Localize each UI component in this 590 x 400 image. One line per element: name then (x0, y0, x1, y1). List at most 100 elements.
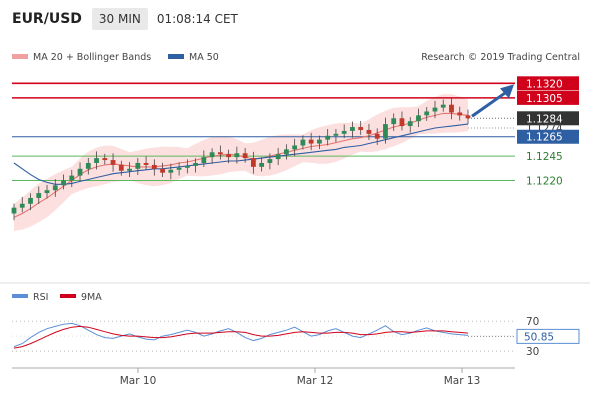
level-lines (12, 82, 515, 181)
ma20-legend-label: MA 20 + Bollinger Bands (33, 52, 151, 63)
rsi-ma-legend-label: 9MA (81, 292, 102, 303)
level-label-bg-1.1265 (517, 129, 579, 144)
candle-body (259, 162, 265, 167)
candle-body (292, 145, 298, 150)
candle-body (440, 104, 446, 108)
candle-body (317, 139, 322, 144)
candle-body (193, 162, 198, 166)
level-label-1.1284: 1.1284 (526, 113, 563, 125)
candle-body (143, 162, 149, 165)
candle-body (52, 185, 58, 191)
timeframe-badge[interactable]: 30 MIN (91, 8, 148, 30)
level-label-bg-1.1320 (517, 76, 579, 91)
candle-body (110, 160, 116, 165)
candle-body (416, 115, 421, 122)
symbol-label: EUR/USD (12, 11, 82, 27)
arrow-shaft (471, 91, 507, 118)
header-bar: EUR/USD 30 MIN 01:08:14 CET (0, 7, 238, 31)
ma50-legend-label: MA 50 (189, 52, 219, 63)
candle-body (234, 153, 240, 158)
rsi-ma-legend-swatch (60, 294, 76, 298)
candle-body (127, 168, 132, 171)
candle-body (242, 153, 248, 159)
rsi-tick-30: 30 (526, 346, 539, 358)
candle-body (399, 118, 405, 127)
candle-body (36, 193, 42, 198)
rsi-panel: 70 30 50.85 (12, 316, 580, 358)
candle-body (118, 164, 124, 171)
candle-body (407, 121, 413, 127)
level-label-1.1220: 1.1220 (526, 175, 563, 187)
ma50-line (13, 123, 469, 185)
candle-body (201, 157, 207, 163)
arrow-head (500, 84, 514, 99)
rsi-value-box (516, 328, 580, 344)
candle-body (325, 135, 331, 140)
candle-body (465, 115, 471, 119)
candle-body (449, 104, 454, 113)
candle-body (176, 167, 182, 170)
bollinger-band-area (14, 94, 468, 231)
candle-body (135, 162, 141, 169)
rsi-legend-swatch (12, 294, 28, 298)
credit-label: Research © 2019 Trading Central (421, 52, 580, 63)
candle-body (28, 197, 33, 204)
bollinger-band (14, 94, 468, 231)
candle-body (250, 158, 256, 167)
candle-body (383, 124, 388, 139)
candle-body (424, 111, 430, 116)
candles (11, 98, 471, 221)
candle-body (85, 162, 91, 169)
rsi-value-label: 50.85 (524, 331, 554, 343)
candle-body (11, 207, 17, 214)
candle-body (184, 165, 190, 168)
candle-body (350, 127, 355, 131)
candle-body (19, 203, 25, 208)
rsi-line (13, 322, 469, 348)
candle-body (168, 169, 174, 173)
candle-body (69, 175, 75, 181)
candle-body (151, 164, 157, 169)
candle-body (308, 139, 314, 144)
candle-body (94, 158, 99, 163)
candle-body (457, 112, 463, 116)
forecast-arrow (471, 84, 514, 118)
level-label-1.1265: 1.1265 (526, 132, 563, 144)
level-label-bg-1.1284 (517, 111, 579, 126)
ma20-legend-swatch (12, 54, 28, 59)
candle-body (275, 154, 281, 160)
candle-body (44, 190, 50, 194)
candle-body (61, 180, 66, 186)
x-tick-label: Mar 13 (444, 375, 481, 387)
candle-body (366, 129, 372, 134)
candle-body (267, 159, 273, 163)
candle-body (358, 127, 364, 130)
x-axis-ticks: Mar 10 Mar 12 Mar 13 (120, 368, 481, 387)
candle-body (217, 152, 223, 155)
candle-body (432, 107, 438, 112)
candle-body (226, 154, 232, 158)
candle-body (77, 168, 83, 176)
candle-body (300, 139, 306, 146)
x-tick-label: Mar 10 (120, 375, 157, 387)
moving-averages (13, 112, 469, 218)
level-label-1.1305: 1.1305 (526, 93, 563, 105)
candle-body (374, 133, 380, 139)
ma50-legend-swatch (168, 54, 184, 59)
candle-body (102, 158, 108, 161)
level-label-1.1245: 1.1245 (526, 151, 563, 163)
clock-label: 01:08:14 CET (156, 12, 238, 26)
rsi-tick-70: 70 (526, 316, 539, 328)
candle-body (333, 133, 339, 136)
candle-body (160, 168, 165, 173)
level-label-1.1320: 1.1320 (526, 78, 563, 90)
candle-body (209, 152, 215, 158)
ma20-line (13, 112, 469, 218)
candle-body (341, 130, 347, 134)
rsi-legend-label: RSI (33, 292, 48, 303)
level-label-bg-1.1305 (517, 90, 579, 105)
rsi-ma-line (13, 325, 469, 349)
candle-body (284, 149, 289, 155)
